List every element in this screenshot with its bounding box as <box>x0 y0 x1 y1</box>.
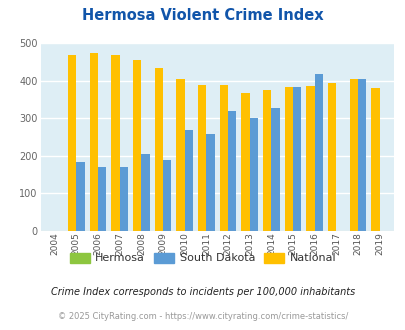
Bar <box>249 118 257 231</box>
Bar <box>327 83 336 231</box>
Bar <box>219 85 228 231</box>
Bar <box>154 69 163 231</box>
Bar <box>271 108 279 231</box>
Bar <box>241 92 249 231</box>
Legend: Hermosa, South Dakota, National: Hermosa, South Dakota, National <box>70 253 335 263</box>
Bar <box>90 53 98 231</box>
Bar <box>141 154 149 231</box>
Bar <box>349 79 357 231</box>
Bar <box>68 54 76 231</box>
Bar <box>292 86 301 231</box>
Bar <box>357 79 365 231</box>
Bar <box>76 162 84 231</box>
Text: Crime Index corresponds to incidents per 100,000 inhabitants: Crime Index corresponds to incidents per… <box>51 287 354 297</box>
Bar <box>371 88 379 231</box>
Bar <box>206 134 214 231</box>
Bar <box>314 74 322 231</box>
Bar <box>119 167 128 231</box>
Text: © 2025 CityRating.com - https://www.cityrating.com/crime-statistics/: © 2025 CityRating.com - https://www.city… <box>58 312 347 321</box>
Bar <box>228 111 236 231</box>
Bar <box>184 130 192 231</box>
Bar <box>163 160 171 231</box>
Bar <box>262 89 271 231</box>
Bar <box>198 85 206 231</box>
Bar <box>98 167 106 231</box>
Bar <box>284 87 292 231</box>
Bar <box>306 86 314 231</box>
Text: Hermosa Violent Crime Index: Hermosa Violent Crime Index <box>82 8 323 23</box>
Bar <box>111 55 119 231</box>
Bar <box>176 79 184 231</box>
Bar <box>133 60 141 231</box>
